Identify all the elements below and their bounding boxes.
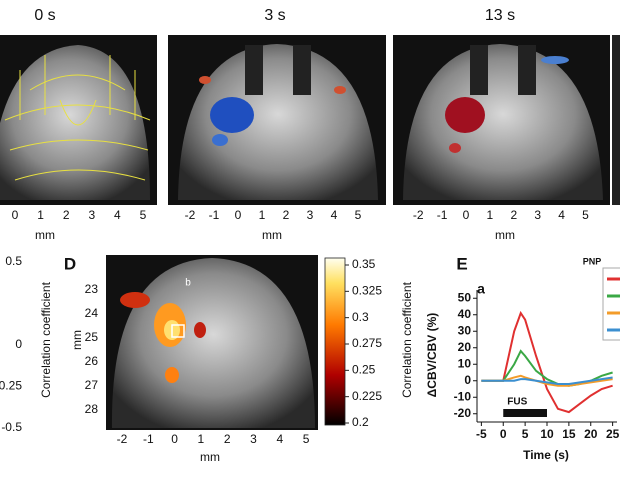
x-tick-label: 5 (582, 208, 589, 222)
y-axis-label: ΔCBV/CBV (%) (425, 313, 439, 398)
colorbar-tick-label: 0.325 (352, 284, 382, 298)
y-tick-label: 28 (85, 402, 99, 416)
x-tick-label: 5 (140, 208, 147, 222)
colorbar-tick-label: 0.225 (352, 389, 382, 403)
series-line (481, 310, 613, 414)
y-tick-label: 50 (458, 290, 472, 304)
y-tick-label: 24 (85, 306, 99, 320)
y-tick-label: 40 (458, 307, 472, 321)
x-tick-label: 10 (540, 427, 554, 441)
x-tick-label: 5 (355, 208, 362, 222)
x-tick-label: -2 (413, 208, 424, 222)
x-tick-label: -5 (476, 427, 487, 441)
x-tick-label: 3 (534, 208, 541, 222)
x-axis-label: Time (s) (523, 448, 569, 462)
panel-title: 0 s (34, 7, 55, 24)
x-tick-label: -2 (117, 432, 128, 446)
x-tick-label: 1 (37, 208, 44, 222)
y-tick-label: -0.25 (0, 379, 22, 393)
x-tick-label: 5 (522, 427, 529, 441)
y-tick-label: 20 (458, 340, 472, 354)
x-axis-label: mm (200, 450, 220, 464)
colorbar-label: Correlation coefficient (400, 281, 414, 398)
x-tick-label: 3 (88, 208, 95, 222)
colorbar-tick-label: 0.275 (352, 336, 382, 350)
y-tick-label: 26 (85, 354, 99, 368)
x-tick-label: 0 (463, 208, 470, 222)
panel-label: E (456, 254, 467, 273)
y-tick-label: -0.5 (1, 420, 22, 434)
y-tick-label: 25 (85, 330, 99, 344)
x-tick-label: 4 (114, 208, 121, 222)
x-tick-label: 15 (562, 427, 576, 441)
x-tick-label: 1 (487, 208, 494, 222)
annotation: b (185, 278, 191, 289)
x-tick-label: -1 (437, 208, 448, 222)
x-tick-label: 1 (198, 432, 205, 446)
x-axis-label: mm (35, 228, 55, 242)
x-tick-label: 2 (283, 208, 290, 222)
x-tick-label: 0 (12, 208, 19, 222)
panel-title: 13 s (485, 7, 515, 24)
x-tick-label: 4 (331, 208, 338, 222)
y-tick-label: 30 (458, 323, 472, 337)
x-tick-label: 2 (63, 208, 70, 222)
y-tick-label: -10 (454, 389, 472, 403)
y-tick-label: 27 (85, 378, 99, 392)
image-d (106, 255, 346, 430)
x-tick-label: 25 (606, 427, 620, 441)
y-tick-label: 10 (458, 356, 472, 370)
x-tick-label: 4 (276, 432, 283, 446)
x-tick-label: -1 (143, 432, 154, 446)
x-tick-label: 0 (500, 427, 507, 441)
image-edge (612, 35, 620, 205)
panel-title: 3 s (264, 7, 285, 24)
y-axis-outer-label: Correlation coefficient (39, 281, 53, 398)
legend-title: PNP (583, 256, 602, 266)
y-tick-label: 0 (15, 337, 22, 351)
stimulus-label: FUS (507, 397, 527, 408)
x-tick-label: 3 (307, 208, 314, 222)
x-tick-label: 0 (171, 432, 178, 446)
colorbar-tick-label: 0.3 (352, 310, 369, 324)
y-tick-label: -20 (454, 406, 472, 420)
series-line (481, 376, 613, 386)
x-tick-label: -1 (209, 208, 220, 222)
x-tick-label: 3 (250, 432, 257, 446)
x-tick-label: 1 (259, 208, 266, 222)
image-0s (0, 35, 157, 205)
x-tick-label: 4 (558, 208, 565, 222)
x-axis-label: mm (495, 228, 515, 242)
x-tick-label: 20 (584, 427, 598, 441)
y-tick-label: 23 (85, 282, 99, 296)
x-tick-label: 5 (303, 432, 310, 446)
panel-subtitle: a (477, 281, 485, 297)
x-axis-label: mm (262, 228, 282, 242)
image-13s (393, 35, 610, 205)
colorbar-tick-label: 0.35 (352, 257, 376, 271)
image-3s (168, 35, 386, 205)
colorbar-tick-label: 0.2 (352, 415, 369, 429)
y-axis-label: mm (70, 330, 84, 350)
colorbar-tick-label: 0.25 (352, 363, 376, 377)
y-tick-label: 0 (464, 373, 471, 387)
x-tick-label: 0 (235, 208, 242, 222)
x-tick-label: 2 (510, 208, 517, 222)
x-tick-label: -2 (185, 208, 196, 222)
panel-label: D (64, 254, 76, 273)
legend-box (602, 267, 620, 341)
stimulus-bar (503, 409, 547, 417)
x-tick-label: 2 (224, 432, 231, 446)
y-tick-label: 0.5 (5, 254, 22, 268)
